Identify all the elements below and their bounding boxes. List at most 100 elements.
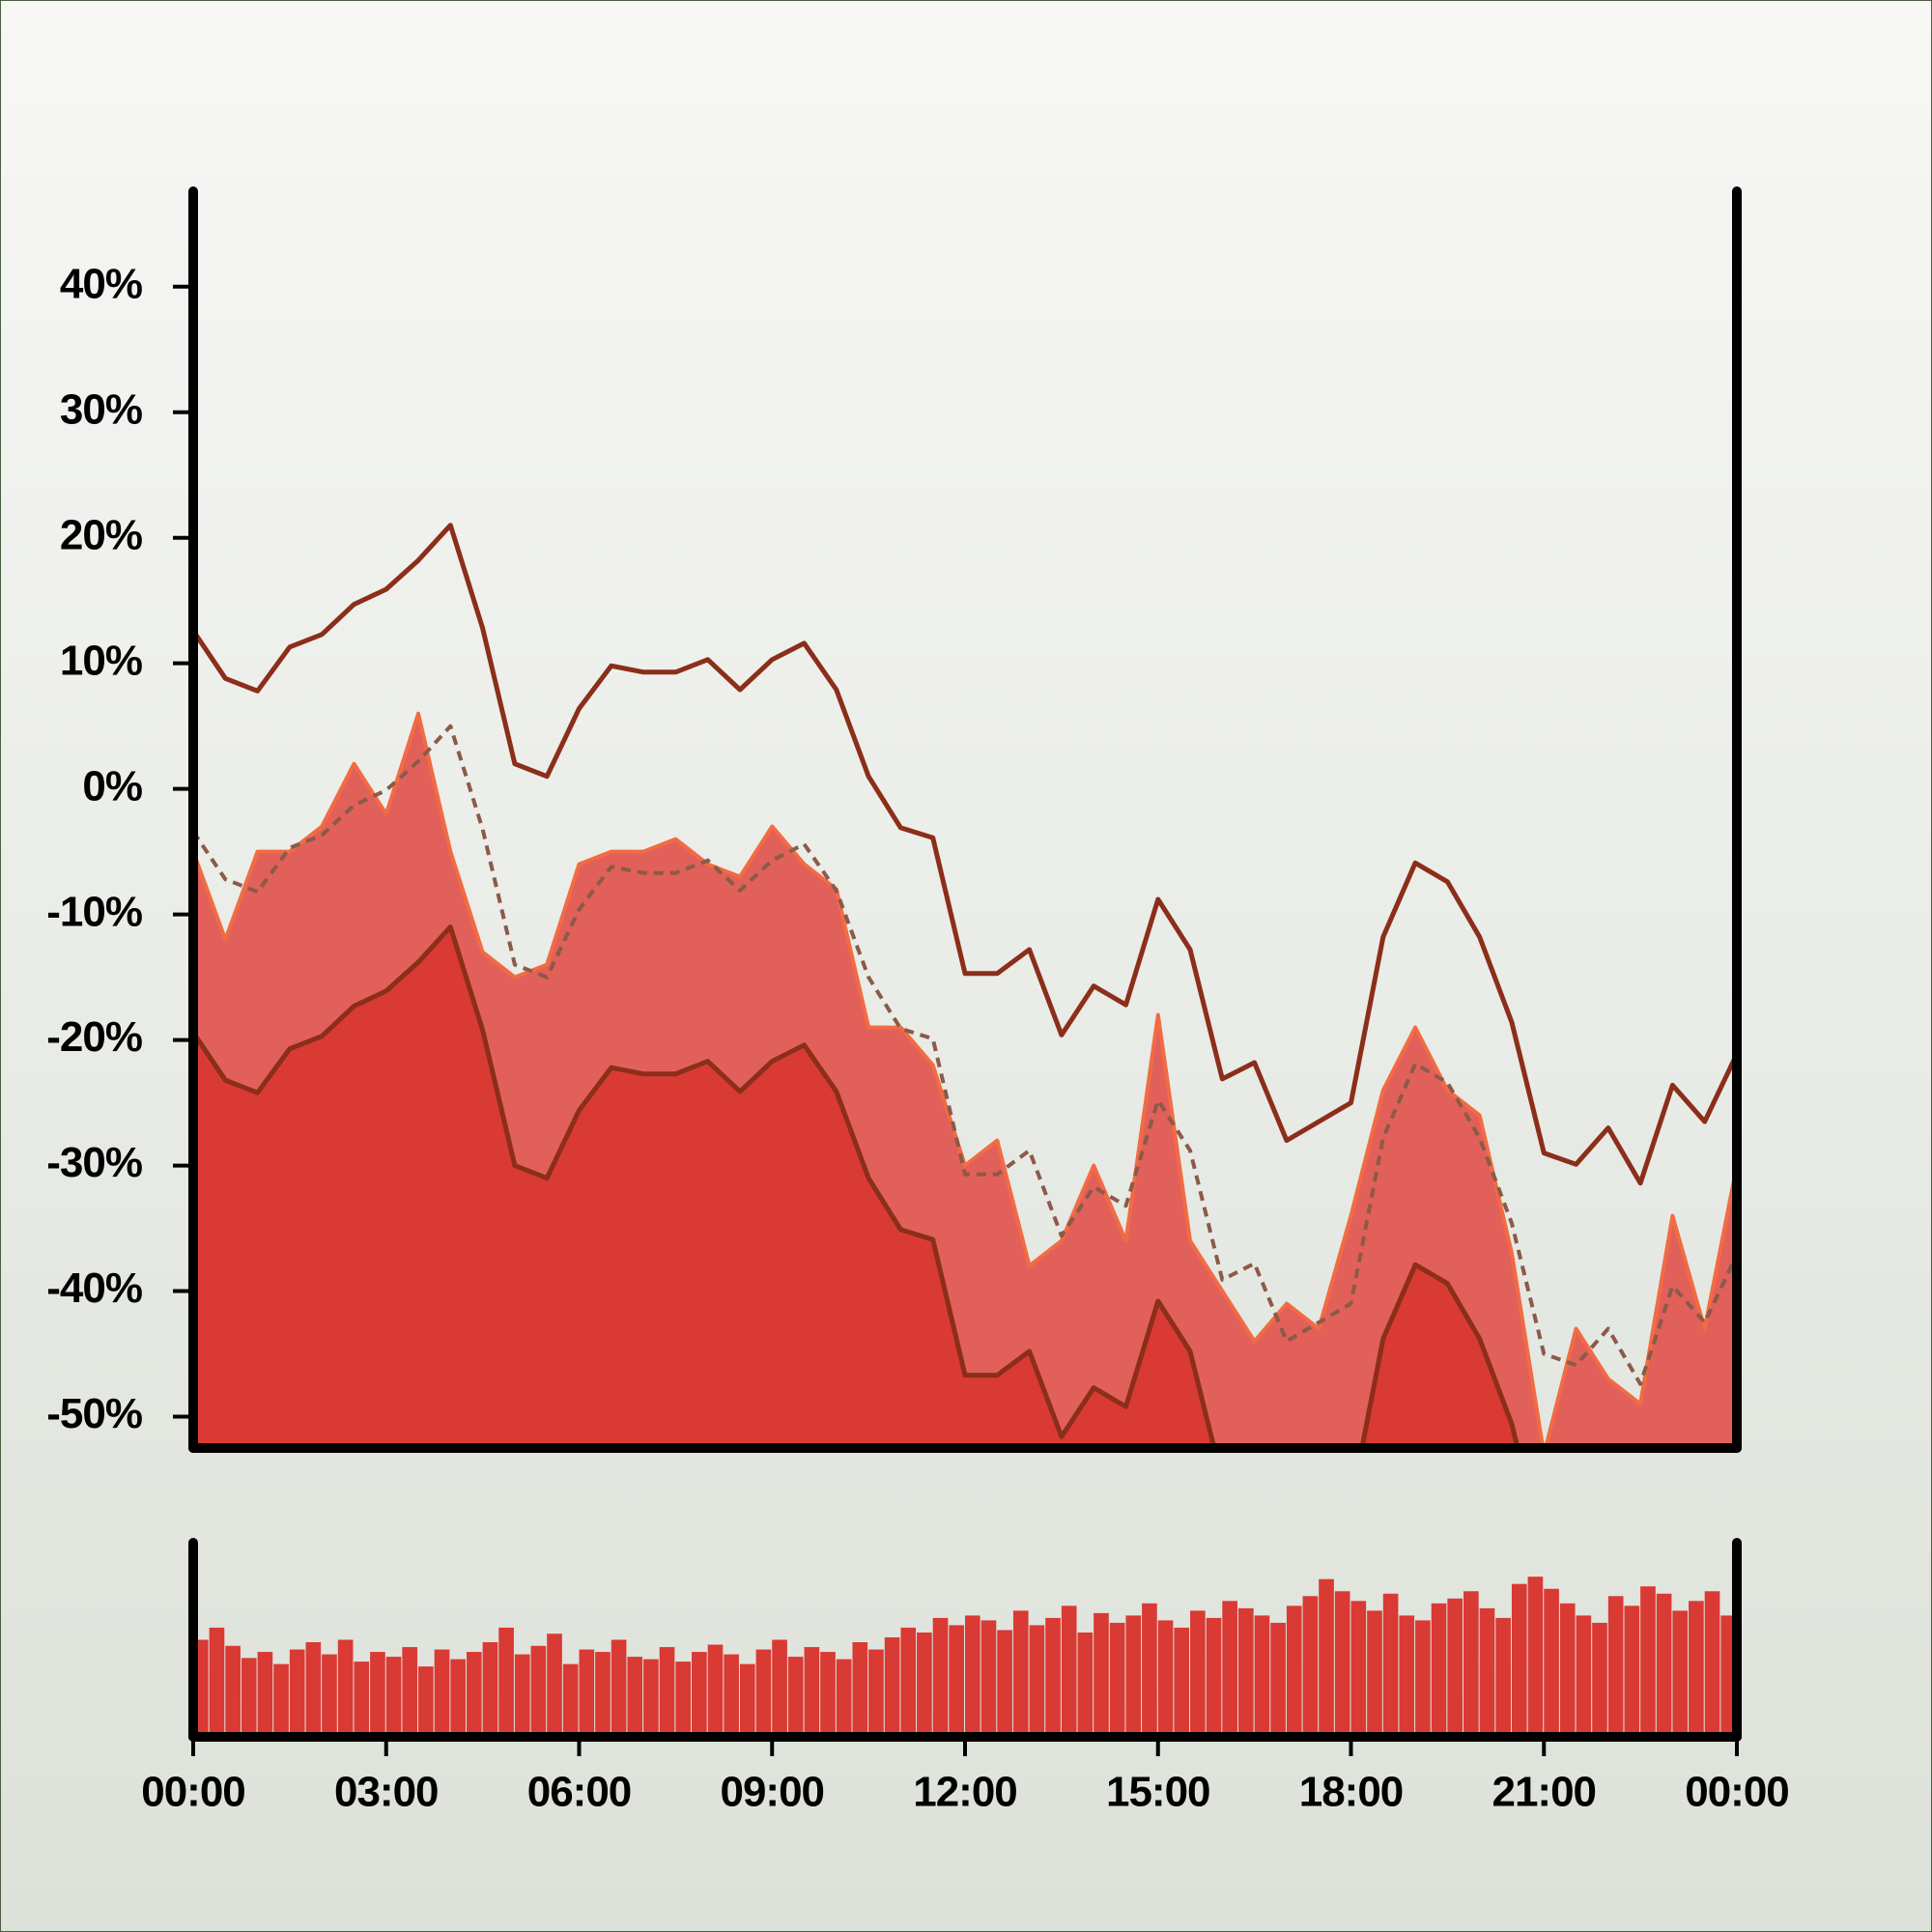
- volume-bar: [418, 1666, 434, 1737]
- volume-bar: [305, 1642, 322, 1737]
- volume-bar: [1689, 1601, 1704, 1737]
- volume-bar: [1206, 1617, 1222, 1737]
- volume-bar: [1704, 1591, 1720, 1737]
- volume-bar: [932, 1617, 949, 1737]
- volume-bar: [1142, 1603, 1157, 1737]
- volume-bar: [1672, 1610, 1689, 1737]
- line: [193, 523, 1737, 1186]
- volume-bar: [450, 1659, 466, 1737]
- y-tick-label: -20%: [46, 1013, 142, 1061]
- x-tick-label: 21:00: [1492, 1769, 1596, 1816]
- volume-bar: [1109, 1622, 1125, 1737]
- volume-bar: [659, 1647, 675, 1737]
- y-tick-label: 10%: [60, 637, 142, 684]
- volume-bar: [337, 1639, 354, 1737]
- volume-bar: [611, 1639, 627, 1737]
- y-tick-label: 40%: [60, 260, 142, 307]
- x-tick-label: 00:00: [141, 1769, 245, 1816]
- y-tick-label: -50%: [46, 1390, 142, 1437]
- volume-bar: [852, 1642, 868, 1737]
- volume-bar: [836, 1659, 852, 1737]
- volume-bar: [354, 1662, 370, 1737]
- volume-bar: [724, 1654, 739, 1737]
- y-tick-label: 30%: [60, 385, 142, 433]
- volume-bar: [1463, 1591, 1479, 1737]
- y-tick-label: -10%: [46, 888, 142, 935]
- volume-bar: [980, 1620, 997, 1737]
- volume-area: [193, 1577, 1736, 1737]
- x-tick-label: 00:00: [1685, 1769, 1789, 1816]
- volume-bar: [402, 1647, 418, 1737]
- volume-bar: [579, 1649, 595, 1737]
- volume-bar: [1237, 1607, 1254, 1737]
- volume-bar: [225, 1645, 241, 1737]
- volume-bar: [627, 1657, 643, 1737]
- volume-bar: [1656, 1593, 1672, 1737]
- volume-bar: [498, 1627, 514, 1737]
- area-line: [193, 711, 1737, 1448]
- volume-bar: [1431, 1603, 1447, 1737]
- volume-bar: [322, 1654, 337, 1737]
- plot-area: [193, 523, 1737, 1448]
- volume-bar: [1012, 1610, 1029, 1737]
- volume-bar: [1254, 1615, 1270, 1737]
- volume-bar: [1045, 1617, 1061, 1737]
- volume-bar: [1190, 1610, 1206, 1737]
- volume-bar: [562, 1663, 579, 1737]
- x-tick-label: 09:00: [720, 1769, 824, 1816]
- volume-bar: [1319, 1578, 1334, 1737]
- y-tick-label: -30%: [46, 1139, 142, 1186]
- volume-bar: [466, 1652, 482, 1737]
- volume-bar: [1415, 1620, 1431, 1737]
- volume-bar: [739, 1663, 755, 1737]
- volume-bar: [434, 1649, 450, 1737]
- volume-bar: [1624, 1605, 1640, 1737]
- volume-bar: [1094, 1612, 1109, 1737]
- volume-bar: [1350, 1601, 1367, 1737]
- area-line: [193, 924, 1520, 1448]
- volume-bar: [1077, 1632, 1094, 1737]
- volume-bar: [884, 1636, 900, 1737]
- volume-bar: [1334, 1591, 1350, 1737]
- volume-bar: [997, 1630, 1012, 1737]
- volume-bar: [1640, 1586, 1656, 1737]
- x-tick-label: 18:00: [1299, 1769, 1404, 1816]
- volume-bar: [1174, 1627, 1190, 1737]
- volume-bar: [1222, 1601, 1237, 1737]
- volume-bar: [1495, 1617, 1511, 1737]
- volume-bar: [1286, 1605, 1302, 1737]
- volume-bar: [1527, 1577, 1544, 1737]
- volume-bar: [289, 1649, 305, 1737]
- volume-bar: [820, 1652, 836, 1737]
- volume-bar: [1447, 1598, 1463, 1737]
- volume-bar: [1270, 1622, 1286, 1737]
- volume-bar: [804, 1647, 820, 1737]
- volume-bar: [1367, 1610, 1382, 1737]
- volume-bar: [1576, 1615, 1592, 1737]
- volume-bar: [900, 1627, 917, 1737]
- volume-bar: [868, 1649, 884, 1737]
- volume-bar: [257, 1652, 273, 1737]
- volume-bar: [1061, 1605, 1077, 1737]
- volume-bar: [643, 1659, 659, 1737]
- y-tick-label: -40%: [46, 1264, 142, 1312]
- volume-bar: [1157, 1620, 1174, 1737]
- volume-bar: [370, 1652, 385, 1737]
- volume-bar: [707, 1644, 724, 1737]
- volume-bar: [1559, 1603, 1576, 1737]
- volume-bar: [755, 1649, 772, 1737]
- volume-bar: [530, 1645, 547, 1737]
- volume-bar: [787, 1657, 804, 1737]
- volume-bar: [965, 1615, 980, 1737]
- y-tick-label: 20%: [60, 511, 142, 558]
- volume-bar: [1399, 1615, 1415, 1737]
- volume-bar: [547, 1634, 562, 1737]
- x-tick-label: 06:00: [527, 1769, 632, 1816]
- volume-bar: [273, 1663, 289, 1737]
- volume-bar: [385, 1657, 402, 1737]
- volume-bar: [1607, 1596, 1624, 1737]
- dashed-line: [193, 724, 1737, 1386]
- volume-bar: [595, 1652, 611, 1737]
